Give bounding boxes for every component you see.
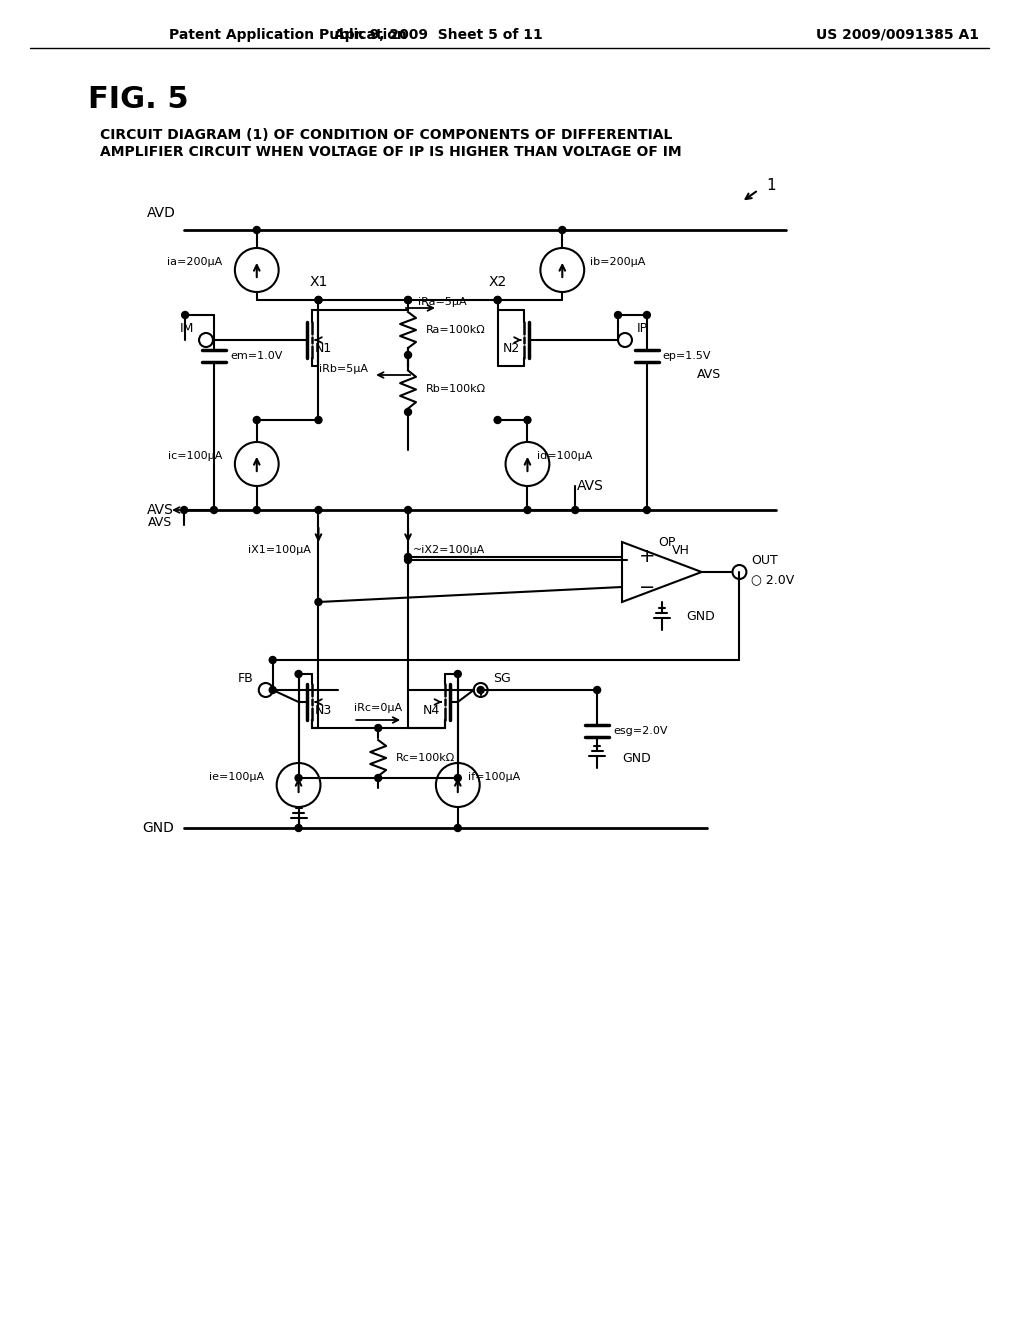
Circle shape	[404, 351, 412, 359]
Circle shape	[181, 312, 188, 318]
Text: OUT: OUT	[752, 553, 778, 566]
Circle shape	[253, 417, 260, 424]
Text: ie=100μA: ie=100μA	[209, 772, 264, 781]
Text: em=1.0V: em=1.0V	[230, 351, 283, 360]
Text: esg=2.0V: esg=2.0V	[613, 726, 668, 737]
Text: iRb=5μA: iRb=5μA	[319, 364, 369, 374]
Text: X2: X2	[488, 275, 507, 289]
Text: ib=200μA: ib=200μA	[590, 257, 645, 267]
Circle shape	[404, 408, 412, 416]
Text: −: −	[639, 578, 655, 598]
Text: FIG. 5: FIG. 5	[88, 86, 188, 115]
Text: ep=1.5V: ep=1.5V	[663, 351, 712, 360]
Circle shape	[455, 825, 461, 832]
Circle shape	[495, 297, 501, 304]
Text: Rc=100kΩ: Rc=100kΩ	[396, 752, 456, 763]
Circle shape	[404, 297, 412, 304]
Circle shape	[404, 553, 412, 561]
Text: AVS: AVS	[147, 516, 172, 528]
Text: N2: N2	[503, 342, 520, 355]
Circle shape	[455, 671, 461, 677]
Circle shape	[375, 725, 382, 731]
Text: 1: 1	[766, 177, 776, 193]
Circle shape	[315, 417, 322, 424]
Text: ic=100μA: ic=100μA	[168, 451, 222, 461]
Circle shape	[571, 507, 579, 513]
Circle shape	[495, 417, 501, 424]
Text: US 2009/0091385 A1: US 2009/0091385 A1	[816, 28, 979, 42]
Text: N4: N4	[423, 704, 440, 717]
Circle shape	[375, 775, 382, 781]
Text: FB: FB	[238, 672, 254, 685]
Text: AVS: AVS	[696, 367, 721, 380]
Text: SG: SG	[493, 672, 510, 685]
Circle shape	[315, 297, 322, 304]
Circle shape	[253, 227, 260, 234]
Text: ia=200μA: ia=200μA	[167, 257, 222, 267]
Circle shape	[495, 297, 501, 304]
Circle shape	[315, 507, 322, 513]
Text: ○ 2.0V: ○ 2.0V	[752, 573, 795, 586]
Text: VH: VH	[672, 544, 689, 557]
Text: iX1=100μA: iX1=100μA	[248, 545, 310, 554]
Text: N3: N3	[314, 704, 332, 717]
Circle shape	[524, 417, 531, 424]
Text: iRa=5μA: iRa=5μA	[418, 297, 467, 308]
Text: if=100μA: if=100μA	[468, 772, 520, 781]
Circle shape	[643, 312, 650, 318]
Text: AVS: AVS	[578, 479, 604, 492]
Circle shape	[455, 775, 461, 781]
Circle shape	[404, 507, 412, 513]
Text: OP: OP	[658, 536, 676, 549]
Text: IM: IM	[179, 322, 195, 334]
Text: iRc=0μA: iRc=0μA	[354, 704, 402, 713]
Text: N1: N1	[314, 342, 332, 355]
Text: AMPLIFIER CIRCUIT WHEN VOLTAGE OF IP IS HIGHER THAN VOLTAGE OF IM: AMPLIFIER CIRCUIT WHEN VOLTAGE OF IP IS …	[99, 145, 681, 158]
Circle shape	[269, 656, 276, 664]
Circle shape	[295, 825, 302, 832]
Text: AVD: AVD	[147, 206, 176, 220]
Circle shape	[180, 507, 187, 513]
Circle shape	[614, 312, 622, 318]
Circle shape	[295, 775, 302, 781]
Text: IP: IP	[637, 322, 648, 334]
Circle shape	[559, 227, 566, 234]
Text: GND: GND	[142, 821, 174, 836]
Text: X1: X1	[309, 275, 328, 289]
Text: GND: GND	[687, 610, 716, 623]
Text: Apr. 9, 2009  Sheet 5 of 11: Apr. 9, 2009 Sheet 5 of 11	[334, 28, 543, 42]
Circle shape	[404, 297, 412, 304]
Text: AVS: AVS	[147, 503, 174, 517]
Text: CIRCUIT DIAGRAM (1) OF CONDITION OF COMPONENTS OF DIFFERENTIAL: CIRCUIT DIAGRAM (1) OF CONDITION OF COMP…	[99, 128, 672, 143]
Text: ~iX2=100μA: ~iX2=100μA	[413, 545, 485, 554]
Text: GND: GND	[622, 751, 651, 764]
Circle shape	[315, 598, 322, 606]
Circle shape	[211, 507, 217, 513]
Text: Ra=100kΩ: Ra=100kΩ	[426, 325, 485, 335]
Circle shape	[643, 507, 650, 513]
Circle shape	[524, 507, 531, 513]
Circle shape	[315, 297, 322, 304]
Circle shape	[269, 686, 276, 693]
Circle shape	[594, 686, 601, 693]
Circle shape	[404, 557, 412, 564]
Text: id=100μA: id=100μA	[538, 451, 593, 461]
Circle shape	[295, 671, 302, 677]
Circle shape	[477, 686, 484, 693]
Text: +: +	[639, 546, 655, 565]
Circle shape	[253, 507, 260, 513]
Text: Rb=100kΩ: Rb=100kΩ	[426, 384, 486, 395]
Text: Patent Application Publication: Patent Application Publication	[169, 28, 407, 42]
